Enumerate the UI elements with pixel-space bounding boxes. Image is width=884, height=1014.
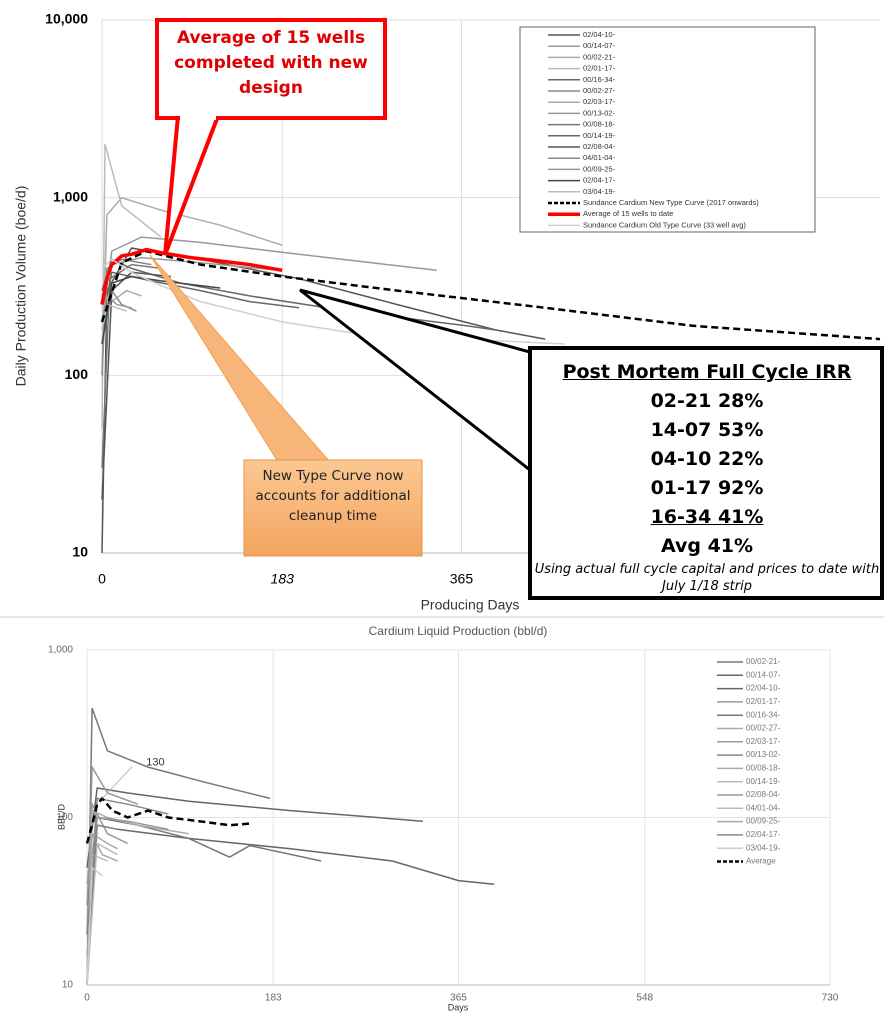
irr-row: 04-10 22%	[650, 448, 764, 470]
legend-label: 00/02-27-	[583, 86, 616, 95]
x-tick-label: 548	[636, 993, 653, 1004]
legend-label: 02/03-17-	[746, 737, 781, 746]
legend-label: 04/01-04-	[746, 803, 781, 812]
x-axis-label: Producing Days	[421, 597, 520, 613]
callout-pointer	[149, 254, 332, 463]
y-axis-label: BBL/D	[56, 803, 66, 830]
legend-label: 00/14-19-	[746, 777, 781, 786]
legend-label: 00/09-25-	[746, 817, 781, 826]
legend-label: 00/02-21-	[583, 52, 616, 61]
legend-box	[519, 26, 816, 233]
legend-label: 02/01-17-	[746, 697, 781, 706]
legend-label: 02/03-17-	[583, 97, 616, 106]
x-tick-label: 365	[450, 571, 474, 587]
y-tick-label: 1,000	[53, 188, 88, 204]
y-tick-label: 10,000	[45, 11, 88, 27]
x-tick-label: 0	[84, 993, 90, 1004]
series-line	[101, 275, 221, 345]
y-tick-label: 100	[65, 366, 89, 382]
irr-box: Post Mortem Full Cycle IRR 02-21 28% 14-…	[534, 358, 880, 595]
irr-row: 16-34 41%	[650, 506, 764, 528]
legend-label: Average	[746, 857, 776, 866]
series-line	[86, 787, 423, 868]
series-line	[101, 294, 132, 323]
x-tick-label: 730	[822, 993, 839, 1004]
series-line	[101, 196, 283, 376]
legend-label: 00/14-19-	[583, 131, 616, 140]
irr-average: Avg 41%	[660, 535, 754, 557]
series-line	[101, 271, 171, 500]
irr-row: 02-21 28%	[650, 390, 764, 412]
label-leader	[101, 766, 133, 799]
series-line	[86, 842, 118, 986]
irr-row: 01-17 92%	[650, 477, 764, 499]
legend-label: 00/13-02-	[746, 750, 781, 759]
legend-label: 02/08-04-	[583, 142, 616, 151]
legend-label: Sundance Cardium Old Type Curve (33 well…	[583, 220, 746, 229]
y-tick-label: 10	[72, 544, 88, 560]
series-line	[86, 824, 495, 986]
legend-label: 00/13-02-	[583, 108, 616, 117]
irr-note: Using actual full cycle capital and pric…	[534, 562, 880, 594]
callout-pointer	[163, 114, 221, 256]
average-callout: Average of 15 wells completed with new d…	[174, 28, 368, 98]
legend-label: 00/08-18-	[746, 764, 781, 773]
legend-label: Average of 15 wells to date	[583, 209, 673, 218]
x-tick-label: 365	[450, 993, 467, 1004]
callout-pointer	[299, 288, 532, 474]
irr-title: Post Mortem Full Cycle IRR	[562, 361, 852, 383]
legend-label: 02/04-10-	[746, 684, 781, 693]
x-tick-label: 183	[271, 571, 295, 587]
irr-row: 14-07 53%	[650, 419, 764, 441]
type-curve-callout: New Type Curve now accounts for addition…	[255, 468, 411, 524]
y-tick-label: 10	[62, 980, 74, 991]
callout-box	[155, 18, 387, 120]
legend-label: 00/16-34-	[746, 710, 781, 719]
legend-label: 04/01-04-	[583, 153, 616, 162]
legend-label: 00/14-07-	[746, 670, 781, 679]
legend-label: 00/16-34-	[583, 75, 616, 84]
x-tick-label: 183	[265, 993, 282, 1004]
callout-patch	[180, 112, 216, 120]
legend-label: 02/04-17-	[583, 176, 616, 185]
legend-label: 00/02-21-	[746, 657, 781, 666]
chart-title: Cardium Liquid Production (bbl/d)	[369, 624, 548, 638]
legend-label: 02/04-17-	[746, 830, 781, 839]
legend-label: 02/01-17-	[583, 64, 616, 73]
x-tick-label: 0	[98, 571, 106, 587]
callout-box	[243, 459, 423, 557]
legend-label: 00/09-25-	[583, 164, 616, 173]
legend-label: 00/14-07-	[583, 41, 616, 50]
legend-label: 00/02-27-	[746, 724, 781, 733]
y-tick-label: 1,000	[48, 645, 73, 656]
data-label: 130	[146, 756, 164, 768]
series-line	[100, 247, 283, 305]
legend-label: Sundance Cardium New Type Curve (2017 on…	[583, 198, 759, 207]
legend-label: 02/08-04-	[746, 790, 781, 799]
y-axis-label: Daily Production Volume (boe/d)	[13, 186, 29, 387]
y-tick-label: 100	[56, 812, 73, 823]
legend-label: 03/04-19-	[746, 843, 781, 852]
x-axis-label: Days	[448, 1002, 469, 1012]
series-line	[101, 263, 162, 469]
series-line	[86, 801, 129, 906]
legend-label: 00/08-18-	[583, 120, 616, 129]
series-line	[85, 796, 250, 844]
series-line	[100, 249, 881, 341]
legend-label: 02/04-10-	[583, 30, 616, 39]
legend-label: 03/04-19-	[583, 187, 616, 196]
series-line	[86, 707, 271, 986]
series-line	[86, 866, 103, 986]
callout-box	[528, 346, 884, 600]
